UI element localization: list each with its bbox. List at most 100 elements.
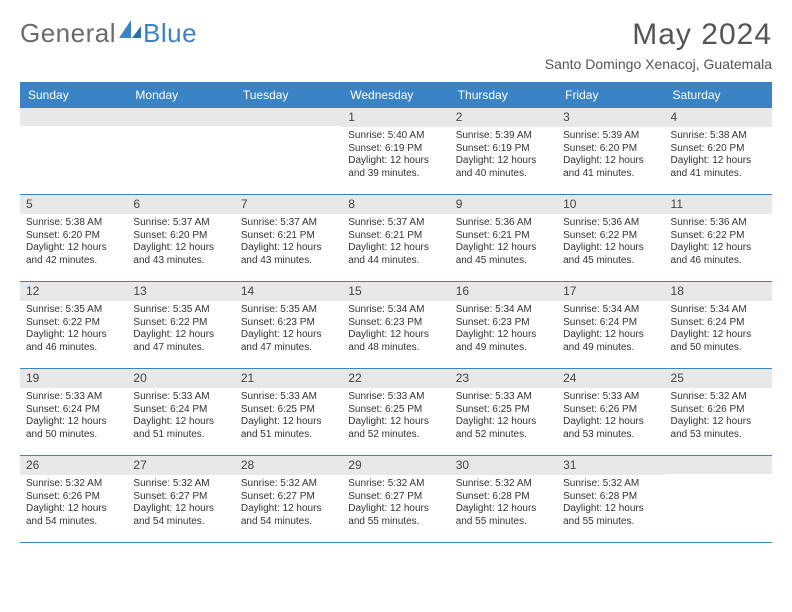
day-sunrise: Sunrise: 5:33 AM	[133, 391, 228, 404]
day-sunrise: Sunrise: 5:32 AM	[26, 478, 121, 491]
day-day1: Daylight: 12 hours	[348, 416, 443, 429]
day-cell	[20, 108, 127, 194]
weekday-header: Wednesday	[342, 82, 449, 108]
day-number: 2	[450, 108, 557, 127]
day-sunrise: Sunrise: 5:34 AM	[563, 304, 658, 317]
day-day1: Daylight: 12 hours	[133, 242, 228, 255]
day-cell: 24Sunrise: 5:33 AMSunset: 6:26 PMDayligh…	[557, 369, 664, 455]
day-day1: Daylight: 12 hours	[563, 503, 658, 516]
day-sunset: Sunset: 6:21 PM	[456, 230, 551, 243]
day-cell: 17Sunrise: 5:34 AMSunset: 6:24 PMDayligh…	[557, 282, 664, 368]
day-body: Sunrise: 5:38 AMSunset: 6:20 PMDaylight:…	[665, 127, 772, 184]
day-cell	[665, 456, 772, 542]
logo-text-blue: Blue	[143, 18, 197, 49]
day-number: 3	[557, 108, 664, 127]
day-number: 14	[235, 282, 342, 301]
day-sunrise: Sunrise: 5:35 AM	[241, 304, 336, 317]
day-cell: 3Sunrise: 5:39 AMSunset: 6:20 PMDaylight…	[557, 108, 664, 194]
weekday-header-row: Sunday Monday Tuesday Wednesday Thursday…	[20, 82, 772, 108]
day-sunset: Sunset: 6:27 PM	[133, 491, 228, 504]
day-sunset: Sunset: 6:22 PM	[563, 230, 658, 243]
day-day1: Daylight: 12 hours	[26, 242, 121, 255]
day-sunset: Sunset: 6:24 PM	[563, 317, 658, 330]
day-number	[127, 108, 234, 126]
week-row: 5Sunrise: 5:38 AMSunset: 6:20 PMDaylight…	[20, 195, 772, 282]
day-sunset: Sunset: 6:27 PM	[348, 491, 443, 504]
day-cell: 28Sunrise: 5:32 AMSunset: 6:27 PMDayligh…	[235, 456, 342, 542]
day-day2: and 52 minutes.	[456, 429, 551, 442]
calendar-grid: Sunday Monday Tuesday Wednesday Thursday…	[20, 82, 772, 543]
day-body: Sunrise: 5:32 AMSunset: 6:27 PMDaylight:…	[127, 475, 234, 532]
day-sunrise: Sunrise: 5:32 AM	[563, 478, 658, 491]
day-body: Sunrise: 5:38 AMSunset: 6:20 PMDaylight:…	[20, 214, 127, 271]
day-number: 18	[665, 282, 772, 301]
day-number: 21	[235, 369, 342, 388]
weekday-header: Saturday	[665, 82, 772, 108]
day-sunrise: Sunrise: 5:33 AM	[348, 391, 443, 404]
day-day2: and 55 minutes.	[348, 516, 443, 529]
day-sunset: Sunset: 6:25 PM	[456, 404, 551, 417]
day-day2: and 50 minutes.	[26, 429, 121, 442]
day-body: Sunrise: 5:34 AMSunset: 6:24 PMDaylight:…	[665, 301, 772, 358]
day-number	[235, 108, 342, 126]
day-day2: and 40 minutes.	[456, 168, 551, 181]
day-body: Sunrise: 5:33 AMSunset: 6:25 PMDaylight:…	[342, 388, 449, 445]
day-sunrise: Sunrise: 5:32 AM	[456, 478, 551, 491]
day-day2: and 46 minutes.	[671, 255, 766, 268]
day-day2: and 39 minutes.	[348, 168, 443, 181]
day-body: Sunrise: 5:33 AMSunset: 6:24 PMDaylight:…	[20, 388, 127, 445]
weekday-header: Friday	[557, 82, 664, 108]
logo: General Blue	[20, 18, 197, 49]
day-sunset: Sunset: 6:25 PM	[241, 404, 336, 417]
day-cell: 8Sunrise: 5:37 AMSunset: 6:21 PMDaylight…	[342, 195, 449, 281]
day-number: 16	[450, 282, 557, 301]
day-body: Sunrise: 5:37 AMSunset: 6:20 PMDaylight:…	[127, 214, 234, 271]
day-number: 6	[127, 195, 234, 214]
day-day1: Daylight: 12 hours	[241, 416, 336, 429]
day-number: 25	[665, 369, 772, 388]
day-cell: 7Sunrise: 5:37 AMSunset: 6:21 PMDaylight…	[235, 195, 342, 281]
day-sunset: Sunset: 6:26 PM	[26, 491, 121, 504]
day-cell: 16Sunrise: 5:34 AMSunset: 6:23 PMDayligh…	[450, 282, 557, 368]
day-day1: Daylight: 12 hours	[348, 242, 443, 255]
day-day1: Daylight: 12 hours	[26, 329, 121, 342]
day-sunset: Sunset: 6:23 PM	[348, 317, 443, 330]
day-body: Sunrise: 5:37 AMSunset: 6:21 PMDaylight:…	[342, 214, 449, 271]
day-body: Sunrise: 5:39 AMSunset: 6:20 PMDaylight:…	[557, 127, 664, 184]
day-number: 13	[127, 282, 234, 301]
week-row: 1Sunrise: 5:40 AMSunset: 6:19 PMDaylight…	[20, 108, 772, 195]
day-day2: and 45 minutes.	[563, 255, 658, 268]
day-body: Sunrise: 5:36 AMSunset: 6:22 PMDaylight:…	[557, 214, 664, 271]
day-cell: 29Sunrise: 5:32 AMSunset: 6:27 PMDayligh…	[342, 456, 449, 542]
day-day2: and 49 minutes.	[456, 342, 551, 355]
day-body: Sunrise: 5:32 AMSunset: 6:28 PMDaylight:…	[450, 475, 557, 532]
day-day2: and 54 minutes.	[133, 516, 228, 529]
weekday-header: Sunday	[20, 82, 127, 108]
day-day1: Daylight: 12 hours	[241, 242, 336, 255]
day-number: 23	[450, 369, 557, 388]
day-cell: 2Sunrise: 5:39 AMSunset: 6:19 PMDaylight…	[450, 108, 557, 194]
day-day1: Daylight: 12 hours	[456, 329, 551, 342]
day-sunset: Sunset: 6:20 PM	[671, 143, 766, 156]
day-day2: and 53 minutes.	[671, 429, 766, 442]
day-sunset: Sunset: 6:20 PM	[26, 230, 121, 243]
day-number: 5	[20, 195, 127, 214]
day-body: Sunrise: 5:37 AMSunset: 6:21 PMDaylight:…	[235, 214, 342, 271]
day-number: 26	[20, 456, 127, 475]
day-sunset: Sunset: 6:24 PM	[133, 404, 228, 417]
day-day2: and 53 minutes.	[563, 429, 658, 442]
weekday-header: Monday	[127, 82, 234, 108]
day-day2: and 54 minutes.	[26, 516, 121, 529]
day-day2: and 46 minutes.	[26, 342, 121, 355]
day-cell: 12Sunrise: 5:35 AMSunset: 6:22 PMDayligh…	[20, 282, 127, 368]
day-day1: Daylight: 12 hours	[563, 155, 658, 168]
day-cell: 4Sunrise: 5:38 AMSunset: 6:20 PMDaylight…	[665, 108, 772, 194]
day-cell: 14Sunrise: 5:35 AMSunset: 6:23 PMDayligh…	[235, 282, 342, 368]
day-sunrise: Sunrise: 5:37 AM	[348, 217, 443, 230]
day-sunset: Sunset: 6:22 PM	[26, 317, 121, 330]
day-day2: and 42 minutes.	[26, 255, 121, 268]
day-cell: 5Sunrise: 5:38 AMSunset: 6:20 PMDaylight…	[20, 195, 127, 281]
day-sunrise: Sunrise: 5:38 AM	[26, 217, 121, 230]
day-day2: and 47 minutes.	[133, 342, 228, 355]
day-body: Sunrise: 5:34 AMSunset: 6:23 PMDaylight:…	[450, 301, 557, 358]
